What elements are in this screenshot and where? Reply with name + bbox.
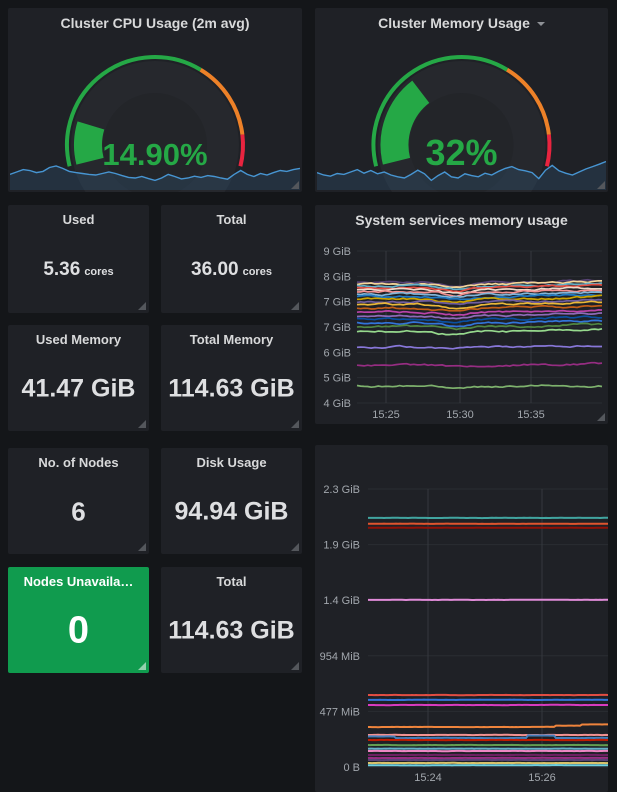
stat-value-used-cores: 5.36 cores xyxy=(43,258,114,280)
stat-value-node-count: 6 xyxy=(71,496,86,527)
svg-text:4 GiB: 4 GiB xyxy=(323,398,351,410)
stat-unit: cores xyxy=(242,265,272,278)
panel-cluster-cpu-usage: 14.90% Cluster CPU Usage (2m avg) xyxy=(8,8,302,192)
memory-gauge xyxy=(371,55,552,192)
panel-resize-handle[interactable] xyxy=(138,420,146,428)
memory-sparkline xyxy=(317,160,606,190)
panel-title-system-services-memory[interactable]: System services memory usage xyxy=(355,212,568,228)
svg-text:0 B: 0 B xyxy=(343,762,360,774)
panel-resize-handle[interactable] xyxy=(138,302,146,310)
panel-title-used-memory[interactable]: Used Memory xyxy=(35,332,122,347)
panel-node-count: No. of Nodes 6 xyxy=(8,448,149,554)
stat-unit: cores xyxy=(84,265,114,278)
panel-title-cluster-memory-usage[interactable]: Cluster Memory Usage xyxy=(315,15,608,31)
panel-resize-handle[interactable] xyxy=(597,181,605,189)
svg-text:1.4 GiB: 1.4 GiB xyxy=(323,595,360,607)
svg-text:15:24: 15:24 xyxy=(414,772,442,784)
panel-resize-handle[interactable] xyxy=(291,181,299,189)
panel-title-total-cores[interactable]: Total xyxy=(216,212,247,227)
panel-resize-handle[interactable] xyxy=(597,413,605,421)
stat-value-nodes-unavailable: 0 xyxy=(67,609,90,652)
svg-text:7 GiB: 7 GiB xyxy=(323,297,351,309)
chevron-down-icon[interactable] xyxy=(536,22,545,27)
panel-disk-usage: Disk Usage 94.94 GiB xyxy=(161,448,302,554)
cpu-gauge xyxy=(65,55,245,192)
svg-text:8 GiB: 8 GiB xyxy=(323,271,351,283)
system-services-memory-chart[interactable]: 9 GiB 8 GiB 7 GiB 7 GiB 6 GiB 5 GiB 4 GiB 15:25… xyxy=(315,205,608,424)
panel-cluster-memory-usage: 32% Cluster Memory Usage xyxy=(315,8,608,192)
svg-text:7 GiB: 7 GiB xyxy=(323,322,351,334)
panel-resize-handle[interactable] xyxy=(138,662,146,670)
pod-memory-chart[interactable]: 2.3 GiB 1.9 GiB 1.4 GiB 954 MiB 477 MiB 0 B 15… xyxy=(315,445,608,792)
stat-value-total-cores: 36.00 cores xyxy=(191,258,272,280)
stat-value-disk-usage: 94.94 GiB xyxy=(174,497,289,526)
panel-title-cluster-cpu-usage[interactable]: Cluster CPU Usage (2m avg) xyxy=(60,15,250,31)
stat-value-total-memory-2: 114.63 GiB xyxy=(168,616,295,645)
panel-title-text: Cluster Memory Usage xyxy=(378,15,530,31)
panel-total-memory: Total Memory 114.63 GiB xyxy=(161,325,302,431)
stat-value-total-memory: 114.63 GiB xyxy=(168,374,295,403)
svg-text:477 MiB: 477 MiB xyxy=(320,706,360,718)
panel-title-disk-usage[interactable]: Disk Usage xyxy=(196,455,267,470)
panel-resize-handle[interactable] xyxy=(138,543,146,551)
panel-title-total-memory[interactable]: Total Memory xyxy=(189,332,274,347)
cpu-gauge-value: 14.90% xyxy=(102,137,208,172)
svg-text:15:30: 15:30 xyxy=(446,409,474,421)
panel-used-cores: Used 5.36 cores xyxy=(8,205,149,313)
panel-resize-handle[interactable] xyxy=(291,662,299,670)
panel-resize-handle[interactable] xyxy=(291,543,299,551)
panel-title-total-memory-2[interactable]: Total xyxy=(216,574,247,589)
panel-pod-memory-chart: 2.3 GiB 1.9 GiB 1.4 GiB 954 MiB 477 MiB 0 B 15… xyxy=(315,445,608,792)
memory-gauge-value: 32% xyxy=(425,132,498,173)
panel-used-memory: Used Memory 41.47 GiB xyxy=(8,325,149,431)
svg-text:15:35: 15:35 xyxy=(517,409,545,421)
svg-text:5 GiB: 5 GiB xyxy=(323,373,351,385)
panel-resize-handle[interactable] xyxy=(291,302,299,310)
panel-nodes-unavailable: Nodes Unavaila… 0 xyxy=(8,567,149,673)
svg-text:15:25: 15:25 xyxy=(372,409,400,421)
svg-text:2.3 GiB: 2.3 GiB xyxy=(323,484,360,496)
panel-title-nodes-unavailable[interactable]: Nodes Unavaila… xyxy=(23,574,134,589)
panel-system-services-memory: System services memory usage 9 GiB 8 GiB 7… xyxy=(315,205,608,424)
panel-resize-handle[interactable] xyxy=(291,420,299,428)
panel-total-memory-2: Total 114.63 GiB xyxy=(161,567,302,673)
cpu-sparkline xyxy=(10,165,300,190)
svg-text:1.9 GiB: 1.9 GiB xyxy=(323,540,360,552)
svg-text:9 GiB: 9 GiB xyxy=(323,246,351,258)
panel-total-cores: Total 36.00 cores xyxy=(161,205,302,313)
svg-text:15:26: 15:26 xyxy=(528,772,556,784)
panel-title-node-count[interactable]: No. of Nodes xyxy=(38,455,119,470)
svg-text:954 MiB: 954 MiB xyxy=(320,651,360,663)
panel-title-used-cores[interactable]: Used xyxy=(62,212,95,227)
svg-text:6 GiB: 6 GiB xyxy=(323,347,351,359)
stat-value-used-memory: 41.47 GiB xyxy=(21,374,136,403)
